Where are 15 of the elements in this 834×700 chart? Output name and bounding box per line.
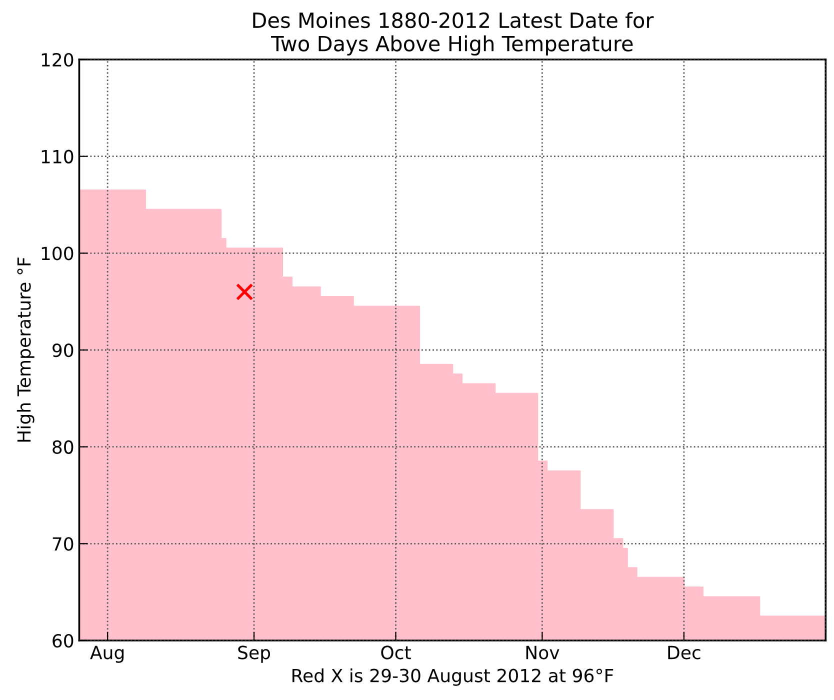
y-tick-label: 70 [52, 537, 74, 551]
y-tick-label: 120 [42, 52, 74, 67]
y-tick-label: 100 [42, 246, 74, 260]
y-tick-label: 110 [42, 150, 74, 164]
y-axis-title: High Temperature °F [16, 258, 34, 442]
x-axis-title: Red X is 29-30 August 2012 at 96°F [292, 668, 614, 686]
x-tick-label: Oct [381, 646, 411, 660]
x-tick-label: Dec [668, 646, 700, 660]
x-tick-label: Aug [90, 646, 124, 663]
y-tick-label: 80 [52, 440, 74, 454]
y-tick-label: 60 [52, 634, 74, 648]
chart-title: Des Moines 1880-2012 Latest Date for Two Days Above High Temperature [253, 12, 654, 56]
y-tick-label: 90 [52, 343, 74, 358]
x-tick-label: Sep [238, 646, 270, 663]
x-tick-label: Nov [526, 646, 560, 660]
